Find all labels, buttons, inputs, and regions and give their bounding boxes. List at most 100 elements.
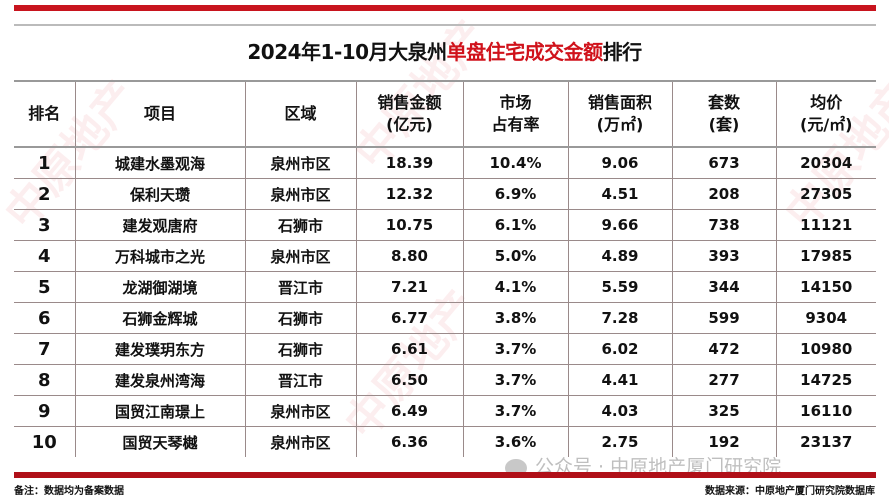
table-cell: 6.02 — [567, 333, 672, 365]
table-cell: 14725 — [775, 364, 876, 396]
column-header: 排名 — [14, 81, 75, 147]
table-cell: 万科城市之光 — [74, 240, 245, 272]
column-header-line: (套) — [708, 115, 740, 134]
column-header-line: 占有率 — [491, 115, 540, 134]
table-cell: 10 — [31, 431, 57, 453]
table-cell: 石狮金辉城 — [74, 302, 245, 334]
column-header-line: 项目 — [143, 104, 176, 123]
table-row: 3 建发观唐府 石狮市 10.75 6.1% 9.66 738 11121 — [14, 209, 876, 241]
table-cell: 208 — [671, 178, 776, 210]
table-cell: 泉州市区 — [244, 395, 356, 427]
table-cell: 城建水墨观海 — [74, 147, 245, 179]
table-cell: 6 — [37, 307, 51, 329]
table-cell: 9.66 — [567, 209, 672, 241]
table-cell: 10.4% — [462, 147, 568, 179]
table-cell: 277 — [671, 364, 776, 396]
table-row: 2 保利天瓒 泉州市区 12.32 6.9% 4.51 208 27305 — [14, 178, 876, 210]
table-cell: 2 — [37, 183, 51, 205]
table-header: 排名 项目 区域 销售金额 (亿元) 市场 占有率 销售面积 (万㎡) 套数 (套) 均价 (元/㎡) — [14, 81, 876, 147]
table-cell: 5.59 — [567, 271, 672, 303]
table-cell: 472 — [671, 333, 776, 365]
table-cell: 4.03 — [567, 395, 672, 427]
column-header: 区域 — [244, 81, 356, 147]
column-header: 均价 (元/㎡) — [775, 81, 876, 147]
table-cell: 7.28 — [567, 302, 672, 334]
column-header-line: (亿元) — [386, 115, 433, 134]
table-row: 9 国贸江南璟上 泉州市区 6.49 3.7% 4.03 325 16110 — [14, 395, 876, 427]
table-cell: 3 — [37, 214, 51, 236]
table-cell: 6.77 — [355, 302, 463, 334]
table-cell: 3.7% — [462, 364, 568, 396]
column-header-line: 销售面积 — [587, 93, 652, 112]
footer-source: 数据来源：中原地产厦门研究院数据库 — [705, 486, 875, 497]
table-cell: 石狮市 — [244, 209, 356, 241]
table-cell: 6.1% — [462, 209, 568, 241]
table-cell: 保利天瓒 — [74, 178, 245, 210]
footer-note: 备注：数据均为备案数据 — [14, 486, 124, 497]
table-cell: 6.9% — [462, 178, 568, 210]
table-row: 10 国贸天琴樾 泉州市区 6.36 3.6% 2.75 192 23137 — [14, 426, 876, 457]
table-cell: 12.32 — [355, 178, 463, 210]
page-title: 2024年1-10月大泉州单盘住宅成交金额排行 — [0, 36, 889, 65]
table-row: 5 龙湖御湖境 晋江市 7.21 4.1% 5.59 344 14150 — [14, 271, 876, 303]
table-cell: 泉州市区 — [244, 147, 356, 179]
table-cell: 5.0% — [462, 240, 568, 272]
table-cell: 8.80 — [355, 240, 463, 272]
table-cell: 6.50 — [355, 364, 463, 396]
table-cell: 建发泉州湾海 — [74, 364, 245, 396]
table-cell: 4.51 — [567, 178, 672, 210]
column-header-line: 区域 — [284, 104, 317, 123]
table-cell: 建发璞玥东方 — [74, 333, 245, 365]
table-cell: 344 — [671, 271, 776, 303]
column-header: 市场 占有率 — [462, 81, 568, 147]
column-header: 套数 (套) — [671, 81, 776, 147]
table-cell: 9.06 — [567, 147, 672, 179]
table-cell: 14150 — [775, 271, 876, 303]
table-cell: 5 — [37, 276, 51, 298]
top-divider — [14, 24, 876, 26]
table-cell: 4.41 — [567, 364, 672, 396]
table-cell: 6.49 — [355, 395, 463, 427]
table-cell: 17985 — [775, 240, 876, 272]
table-cell: 建发观唐府 — [74, 209, 245, 241]
table-cell: 325 — [671, 395, 776, 427]
table-row: 6 石狮金辉城 石狮市 6.77 3.8% 7.28 599 9304 — [14, 302, 876, 334]
table-cell: 11121 — [775, 209, 876, 241]
top-red-bar — [14, 5, 876, 11]
table-cell: 9 — [37, 400, 51, 422]
table-cell: 10980 — [775, 333, 876, 365]
column-header-line: 排名 — [28, 104, 61, 123]
table-cell: 3.8% — [462, 302, 568, 334]
bottom-red-bar — [14, 472, 876, 478]
title-prefix: 2024年1-10月大泉州 — [247, 40, 447, 64]
table-row: 8 建发泉州湾海 晋江市 6.50 3.7% 4.41 277 14725 — [14, 364, 876, 396]
table-cell: 4.89 — [567, 240, 672, 272]
table-cell: 599 — [671, 302, 776, 334]
table-cell: 6.36 — [355, 426, 463, 457]
column-header-line: (万㎡) — [596, 115, 644, 134]
table-cell: 192 — [671, 426, 776, 457]
column-header: 销售金额 (亿元) — [355, 81, 463, 147]
table-cell: 9304 — [775, 302, 876, 334]
column-header: 销售面积 (万㎡) — [567, 81, 672, 147]
table-cell: 6.61 — [355, 333, 463, 365]
table-cell: 4 — [37, 245, 51, 267]
ranking-table: 排名 项目 区域 销售金额 (亿元) 市场 占有率 销售面积 (万㎡) 套数 (套) 均价 (元/㎡) … — [14, 80, 876, 457]
table-cell: 738 — [671, 209, 776, 241]
table-cell: 27305 — [775, 178, 876, 210]
table-cell: 晋江市 — [244, 271, 356, 303]
table-cell: 20304 — [775, 147, 876, 179]
table-cell: 4.1% — [462, 271, 568, 303]
column-header-line: 套数 — [707, 93, 740, 112]
table-cell: 晋江市 — [244, 364, 356, 396]
table-cell: 673 — [671, 147, 776, 179]
table-cell: 3.7% — [462, 395, 568, 427]
column-header-line: (元/㎡) — [800, 115, 853, 134]
table-cell: 泉州市区 — [244, 178, 356, 210]
table-cell: 石狮市 — [244, 302, 356, 334]
table-cell: 7.21 — [355, 271, 463, 303]
column-header-line: 均价 — [810, 93, 843, 112]
table-cell: 3.7% — [462, 333, 568, 365]
table-cell: 泉州市区 — [244, 426, 356, 457]
table-cell: 石狮市 — [244, 333, 356, 365]
